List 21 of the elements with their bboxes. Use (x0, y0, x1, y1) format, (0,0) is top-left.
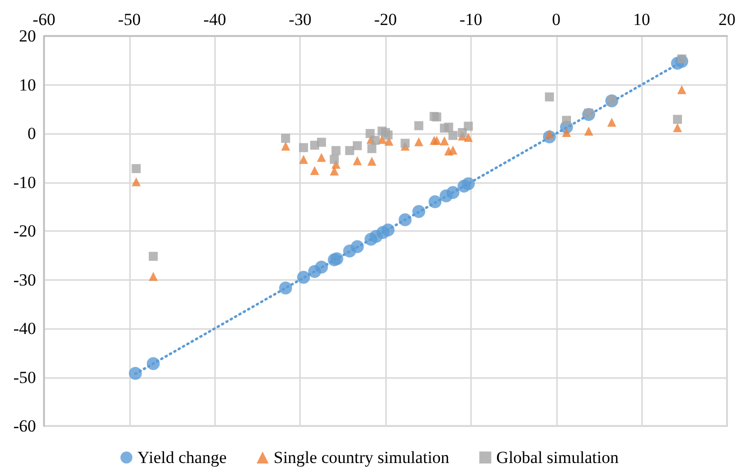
legend-label: Global simulation (496, 448, 620, 467)
y-tick-label: 0 (28, 124, 36, 143)
x-tick-label: -40 (203, 10, 226, 29)
x-tick-label: 20 (718, 10, 736, 29)
x-tick-label: -10 (460, 10, 482, 29)
y-tick-label: -30 (13, 270, 36, 290)
legend-label: Yield change (137, 448, 227, 467)
x-tick-label: 10 (633, 10, 650, 29)
x-tick-label: -50 (118, 10, 141, 29)
y-tick-label: -40 (13, 319, 36, 338)
y-tick-label: 20 (19, 26, 36, 46)
x-tick-label: 0 (552, 10, 560, 29)
y-tick-label: 10 (19, 75, 36, 94)
x-tick-label: -30 (288, 10, 312, 29)
y-tick-label: -10 (13, 172, 36, 192)
legend-label: Single country simulation (274, 448, 450, 467)
x-tick-label: -60 (32, 10, 56, 29)
y-tick-label: -60 (13, 416, 36, 436)
y-tick-label: -50 (13, 368, 36, 387)
x-tick-label: -20 (374, 10, 397, 29)
y-tick-label: -20 (13, 222, 36, 240)
